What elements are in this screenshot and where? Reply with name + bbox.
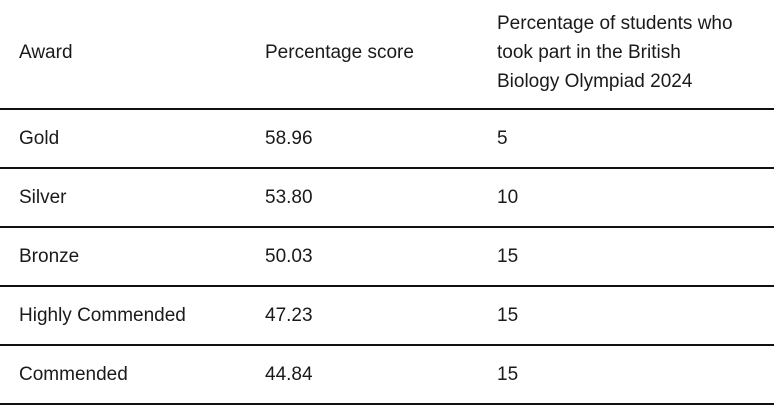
percentage-cell: 5 [497, 128, 508, 149]
award-cell: Commended [19, 364, 128, 385]
percentage-cell: 15 [497, 364, 519, 385]
header-award: Award [19, 42, 73, 63]
percentage-cell: 15 [497, 305, 519, 326]
award-cell: Silver [19, 187, 67, 208]
percentage-cell: 10 [497, 187, 519, 208]
awards-table: Award Percentage score Percentage of stu… [0, 0, 774, 405]
table-row: Silver 53.80 10 [0, 169, 774, 228]
award-cell: Gold [19, 128, 60, 149]
score-cell: 47.23 [265, 305, 313, 326]
score-cell: 53.80 [265, 187, 313, 208]
header-percentage-score: Percentage score [265, 42, 414, 63]
award-cell: Bronze [19, 246, 80, 267]
table-row: Highly Commended 47.23 15 [0, 287, 774, 346]
table-row: Gold 58.96 5 [0, 110, 774, 169]
score-cell: 50.03 [265, 246, 313, 267]
award-cell: Highly Commended [19, 305, 186, 326]
header-line-3: Biology Olympiad 2024 [497, 71, 693, 92]
header-percentage-of-students: Percentage of students who took part in … [497, 9, 762, 96]
score-cell: 44.84 [265, 364, 313, 385]
percentage-cell: 15 [497, 246, 519, 267]
header-line-2: took part in the British [497, 42, 681, 63]
table-header-row: Award Percentage score Percentage of stu… [0, 0, 774, 110]
table-row: Bronze 50.03 15 [0, 228, 774, 287]
table-row: Commended 44.84 15 [0, 346, 774, 405]
score-cell: 58.96 [265, 128, 313, 149]
header-line-1: Percentage of students who [497, 13, 733, 34]
